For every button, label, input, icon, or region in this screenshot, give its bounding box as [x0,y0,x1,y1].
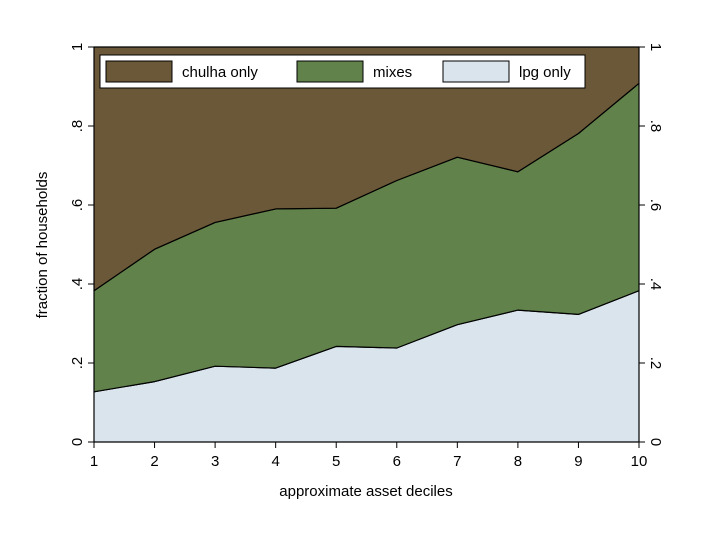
x-tick-label: 2 [150,453,158,470]
x-tick-label: 10 [631,453,648,470]
legend-swatch-lpg-only [442,60,510,83]
x-tick-label: 3 [211,453,219,470]
legend-label-chulha-only: chulha only [182,64,258,81]
legend-swatch-mixes [296,60,364,83]
y-tick-label-left: .2 [69,357,86,370]
x-tick-label: 6 [393,453,401,470]
area-layer [93,46,640,443]
y-tick-label-right: .6 [647,199,664,212]
x-tick-label: 5 [332,453,340,470]
legend-label-lpg-only: lpg only [519,64,571,81]
y-tick-label-right: .4 [647,278,664,291]
x-tick-label: 9 [574,453,582,470]
y-tick-label-left: 1 [69,43,86,51]
y-tick-label-right: 0 [647,438,664,446]
plot-frame [93,46,640,443]
axes-layer: 0 0 .2 .2 .4 .4 .6 .6 .8 .8 1 1 1 2 3 4 5 6 7 8 9 10 [69,43,664,470]
legend: chulha only mixes lpg only [99,54,586,89]
x-tick-label: 1 [90,453,98,470]
y-tick-label-right: .2 [647,357,664,370]
y-tick-label-left: .4 [69,278,86,291]
y-tick-label-right: 1 [647,43,664,51]
y-tick-label-left: .8 [69,120,86,133]
x-tick-label: 4 [271,453,279,470]
y-axis-title: fraction of households [34,172,51,319]
legend-swatch-chulha-only [105,60,173,83]
x-axis-title: approximate asset deciles [279,483,452,500]
legend-label-mixes: mixes [373,64,412,81]
x-tick-label: 8 [514,453,522,470]
y-tick-label-left: 0 [69,438,86,446]
y-tick-label-left: .6 [69,199,86,212]
y-tick-label-right: .8 [647,120,664,133]
x-tick-label: 7 [453,453,461,470]
